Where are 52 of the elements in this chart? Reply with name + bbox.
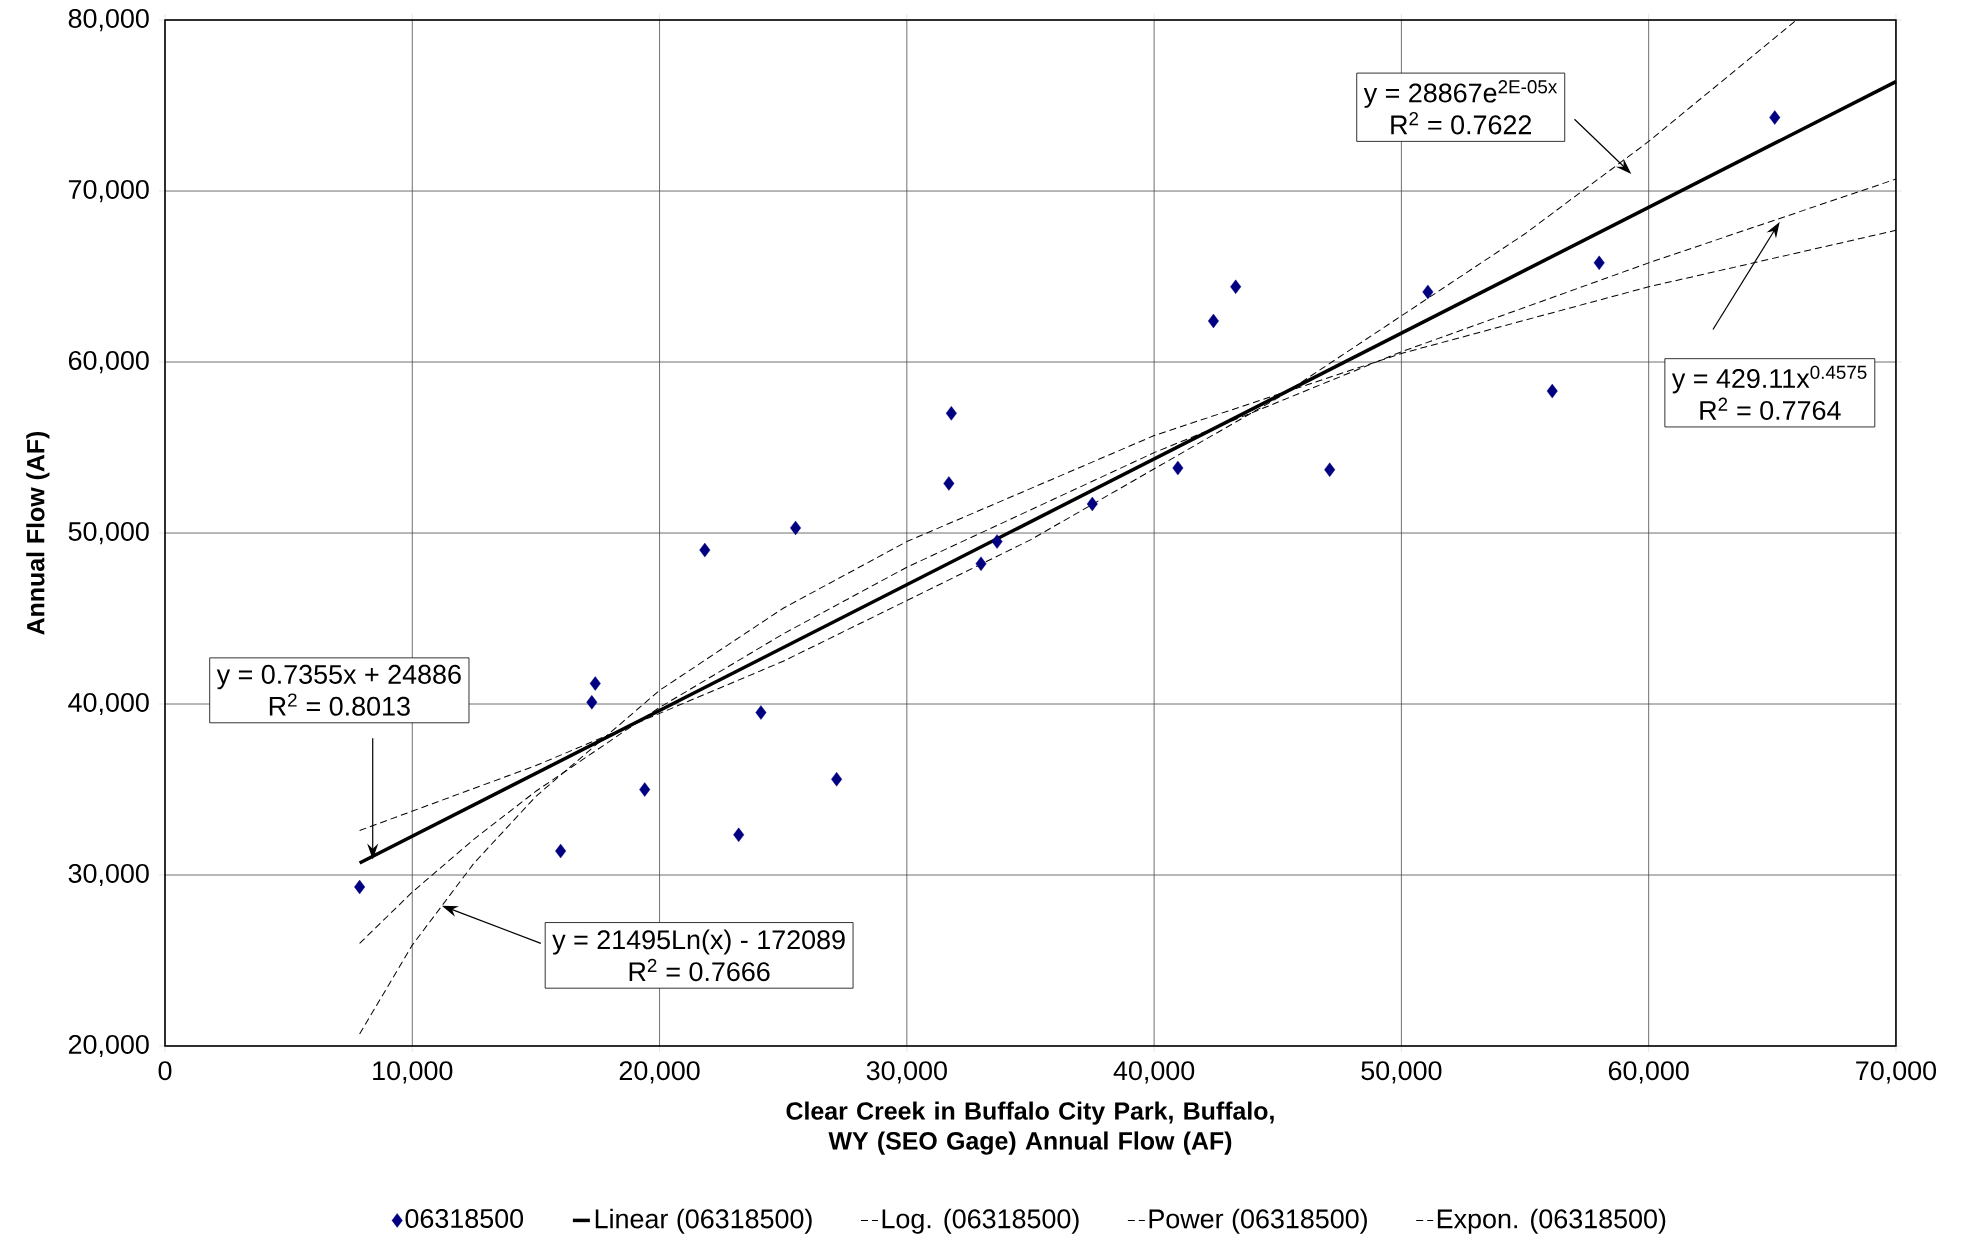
annotation: R$^{2}$ = 0.7666 — [629, 958, 770, 982]
point — [733, 827, 745, 843]
y-tick-label: 80,000 — [68, 8, 149, 32]
x-tick-label: 70,000 — [1856, 1061, 1937, 1084]
x-tick-label: 50,000 — [1361, 1061, 1442, 1084]
point — [1086, 496, 1098, 512]
annotation: R$^{2}$ = 0.7622 — [1391, 111, 1532, 135]
point — [1422, 284, 1434, 300]
annotation: R$^{2}$ = 0.8013 — [269, 693, 410, 716]
point — [1230, 279, 1242, 294]
y-tick-label: 40,000 — [68, 692, 149, 716]
y-tick-label: 70,000 — [68, 179, 149, 203]
legend-label: Expon. (06318500) — [1437, 1208, 1666, 1234]
annotation: R$^{2}$ = 0.7764 — [1700, 397, 1841, 420]
x-tick-label: 10,000 — [373, 1061, 453, 1084]
legend-label: Log. (06318500) — [882, 1208, 1079, 1234]
point — [943, 476, 955, 491]
legend-label: 06318500 — [405, 1209, 524, 1229]
annotation: y = 0.7355x + 24886 — [216, 664, 461, 690]
point — [1769, 110, 1781, 125]
point — [790, 520, 802, 536]
point — [589, 676, 601, 691]
point — [1324, 462, 1336, 477]
point — [755, 705, 767, 720]
x-axis-title: Clear Creek in Buffalo City Park, Buffalo, WY (SEO Gage) Annual Flow (AF) — [786, 1101, 1274, 1155]
point — [555, 843, 567, 859]
x-tick-label: 40,000 — [1113, 1061, 1195, 1084]
x-tick-label: 60,000 — [1608, 1061, 1689, 1084]
x-tick-label: 30,000 — [866, 1061, 947, 1084]
y-tick-label: 30,000 — [68, 863, 149, 887]
point — [354, 879, 366, 895]
y-axis-title: Annual Flow (AF) — [26, 431, 50, 635]
point — [945, 406, 957, 421]
y-tick-label: 50,000 — [68, 521, 149, 545]
point — [699, 542, 711, 558]
point — [1172, 460, 1184, 476]
annotation: y = 429.11x$^{0.4575}$ — [1671, 365, 1867, 394]
point — [639, 782, 651, 797]
legend-label: Power (06318500) — [1149, 1208, 1367, 1234]
annotation: y = 28867e$^{2E-05x}$ — [1363, 80, 1558, 108]
point — [586, 695, 598, 710]
y-tick-label: 60,000 — [68, 350, 149, 374]
point — [991, 534, 1003, 549]
annotation: y = 21495Ln(x) - 172089 — [552, 929, 845, 955]
legend-label: Linear (06318500) — [595, 1208, 812, 1234]
point — [831, 772, 843, 787]
point — [975, 556, 987, 571]
x-tick-label: 20,000 — [619, 1061, 700, 1084]
x-tick-label: 0 — [158, 1061, 172, 1081]
y-tick-label: 20,000 — [68, 1034, 149, 1058]
point — [1593, 255, 1605, 271]
point — [1546, 383, 1558, 399]
